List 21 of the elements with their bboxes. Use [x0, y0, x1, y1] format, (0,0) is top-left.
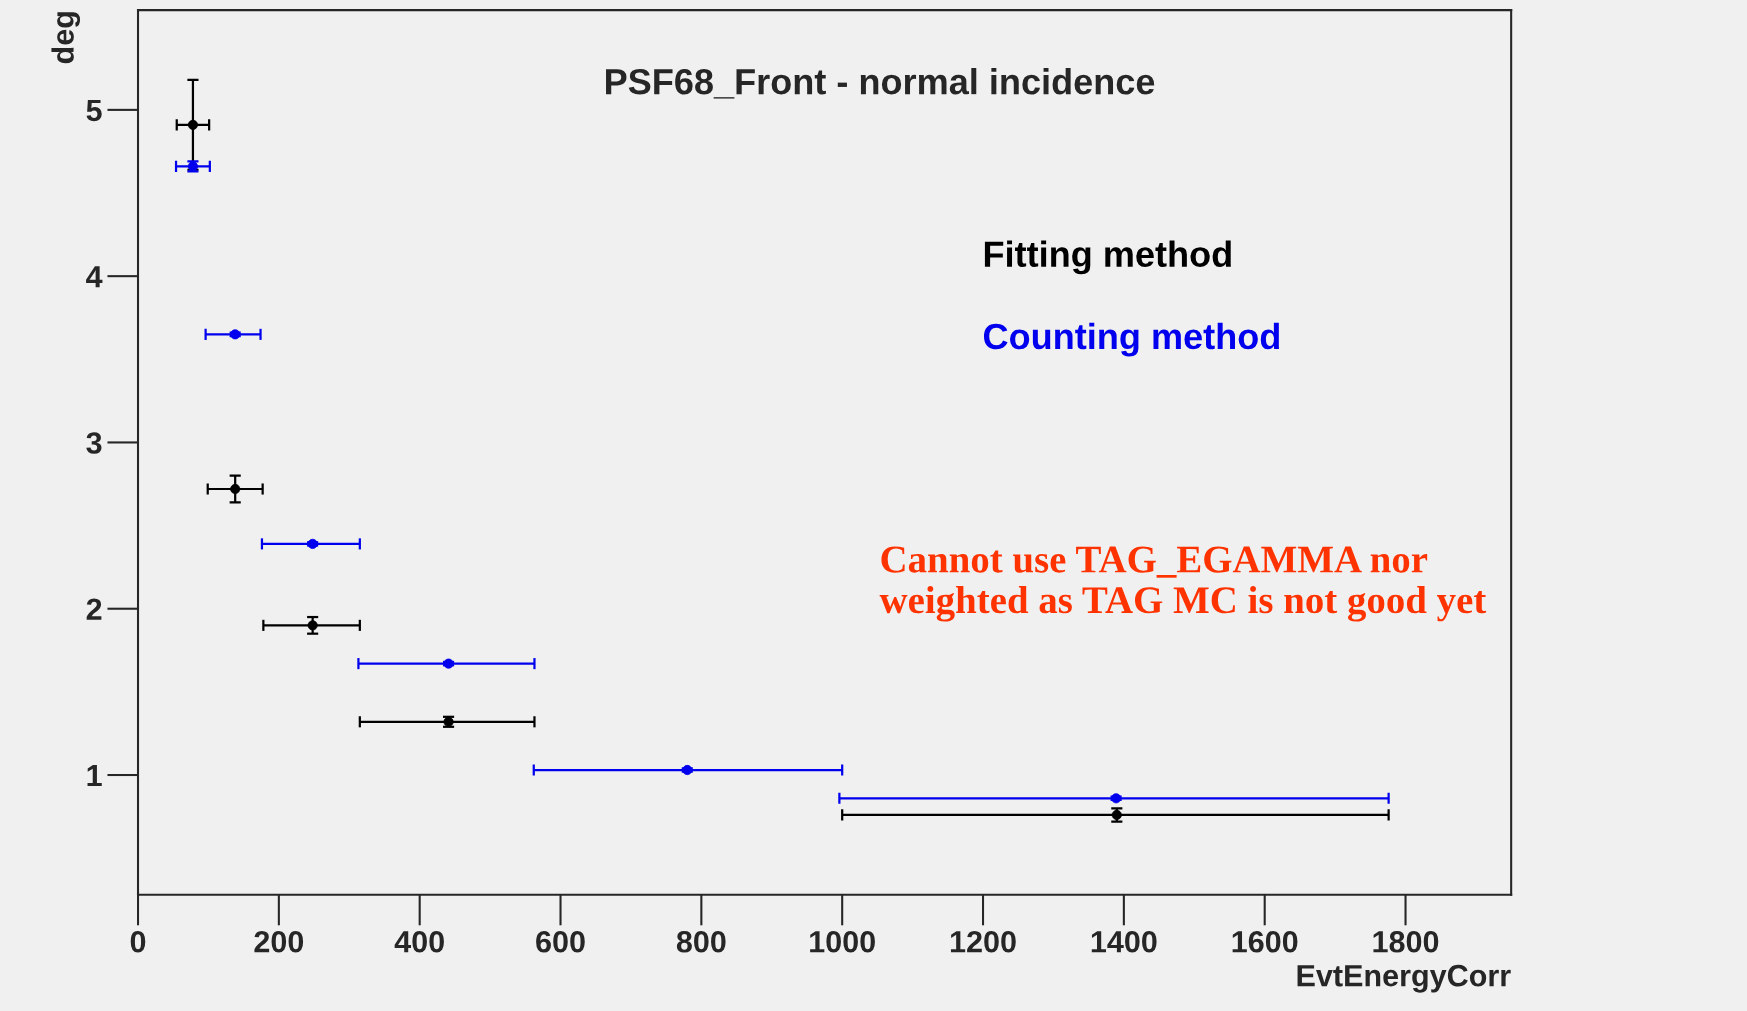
x-tick-label: 1800 [1373, 930, 1439, 953]
x-axis-title: EvtEnergyCorr [1297, 964, 1511, 993]
x-tick-label: 1400 [1091, 930, 1157, 953]
x-tick-label: 600 [536, 930, 585, 953]
y-tick-label: 2 [86, 598, 102, 620]
x-tick-label: 800 [676, 930, 726, 953]
y-axis-title: deg [51, 12, 81, 64]
text: PSF68_Front - normal incidence [606, 67, 1155, 99]
x-tick-label: 1600 [1232, 930, 1298, 953]
y-tick-label: 5 [86, 99, 102, 122]
x-tick-label: 200 [254, 930, 304, 953]
y-tick-label: 3 [86, 432, 102, 454]
x-tick-label: 1200 [950, 930, 1016, 953]
text: Fitting method [984, 240, 1231, 275]
y-tick-label: 4 [86, 266, 103, 288]
x-tick-label: 0 [130, 930, 146, 953]
annotation: Cannot use TAG_EGAMMA nor weighted as TAG MC is not good yet [879, 546, 1487, 622]
text: Counting method [983, 322, 1279, 357]
x-tick-label: 400 [394, 930, 444, 953]
y-tick-label: 1 [87, 765, 102, 787]
x-tick-label: 1000 [810, 930, 875, 953]
